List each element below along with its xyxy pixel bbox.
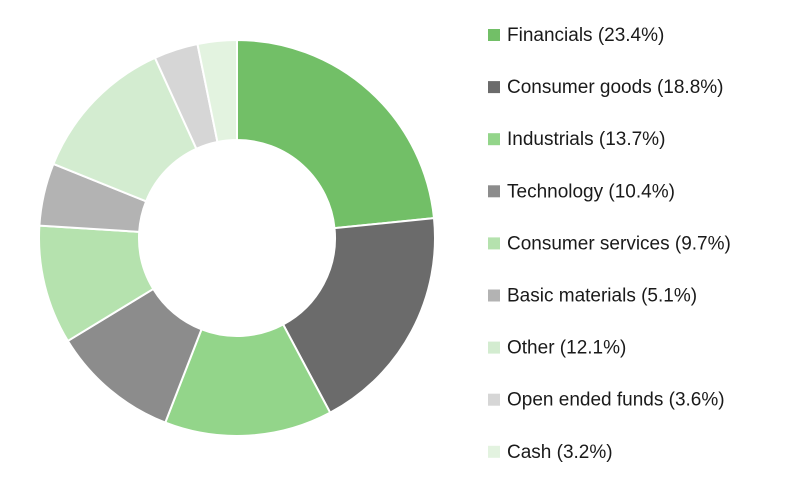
legend-swatch [488,445,500,458]
wedge [281,217,436,415]
legend-swatch [488,81,500,94]
legend-label: Technology (10.4%) [507,181,675,202]
legend-label: Consumer services (9.7%) [507,233,731,254]
legend-label: Other (12.1%) [507,338,626,359]
legend-swatch [488,341,500,354]
legend-label: Basic materials (5.1%) [507,286,697,307]
legend-swatch [488,29,500,41]
wedge [236,38,436,230]
legend-label: Consumer goods (18.8%) [507,77,724,98]
legend-label: Industrials (13.7%) [507,129,665,150]
legend-label: Open ended funds (3.6%) [507,390,725,411]
legend-swatch [488,185,500,198]
legend-swatch [488,237,500,250]
legend-label: Financials (23.4%) [507,25,664,46]
legend-swatch [488,133,500,146]
legend-swatch [488,289,500,302]
wedge [196,38,238,144]
legend-label: Cash (3.2%) [507,442,613,463]
legend-swatch [488,393,500,406]
